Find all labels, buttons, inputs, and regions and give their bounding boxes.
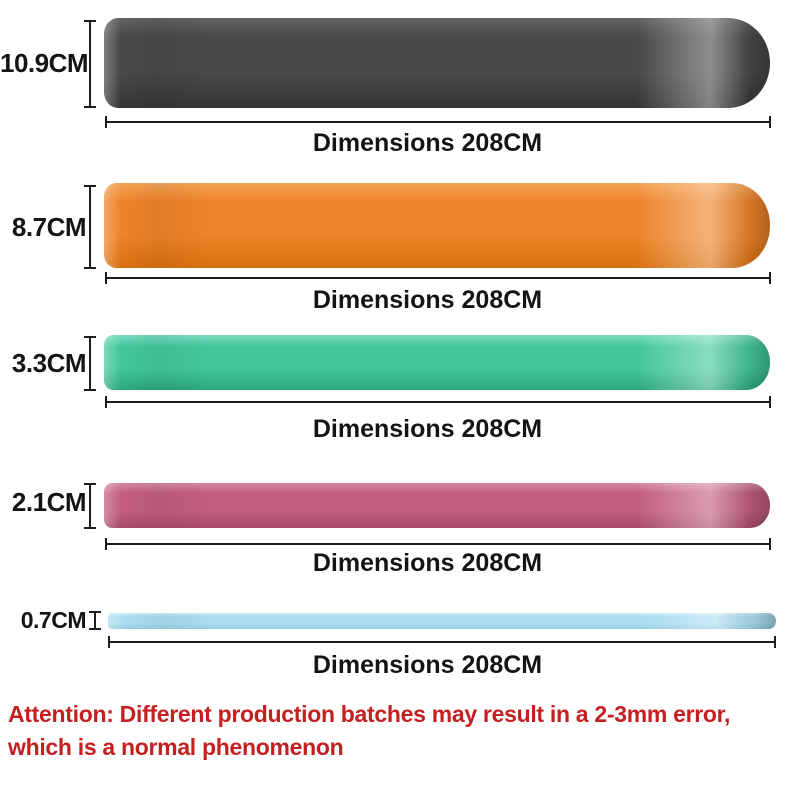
resistance-band-pink	[104, 483, 770, 528]
band-width-label: 3.3CM	[11, 348, 87, 378]
attention-note-line1: Attention: Different production batches …	[8, 701, 731, 727]
width-measure-bracket	[84, 20, 96, 108]
resistance-band-black	[104, 18, 770, 108]
width-measure-bracket	[89, 611, 101, 630]
band-length-label: Dimensions 208CM	[312, 286, 543, 314]
band-length-label: Dimensions 208CM	[312, 415, 543, 443]
width-measure-bracket	[84, 185, 96, 269]
band-width-label: 8.7CM	[11, 212, 87, 242]
band-width-label: 0.7CM	[20, 607, 87, 633]
length-measure-line	[105, 538, 771, 550]
width-measure-bracket	[84, 336, 96, 391]
length-measure-line	[105, 116, 771, 128]
band-length-label: Dimensions 208CM	[312, 129, 543, 157]
resistance-band-blue	[108, 613, 776, 629]
resistance-band-orange	[104, 183, 770, 268]
band-length-label: Dimensions 208CM	[312, 549, 543, 577]
attention-note: Attention: Different production batches …	[8, 698, 798, 764]
width-measure-bracket	[84, 483, 96, 529]
resistance-band-green	[104, 335, 770, 390]
length-measure-line	[105, 396, 771, 408]
length-measure-line	[108, 636, 776, 648]
band-width-label: 2.1CM	[11, 487, 87, 517]
length-measure-line	[105, 272, 771, 284]
band-width-label: 10.9CM	[0, 48, 89, 78]
band-length-label: Dimensions 208CM	[312, 651, 543, 679]
attention-note-line2: which is a normal phenomenon	[8, 734, 344, 760]
